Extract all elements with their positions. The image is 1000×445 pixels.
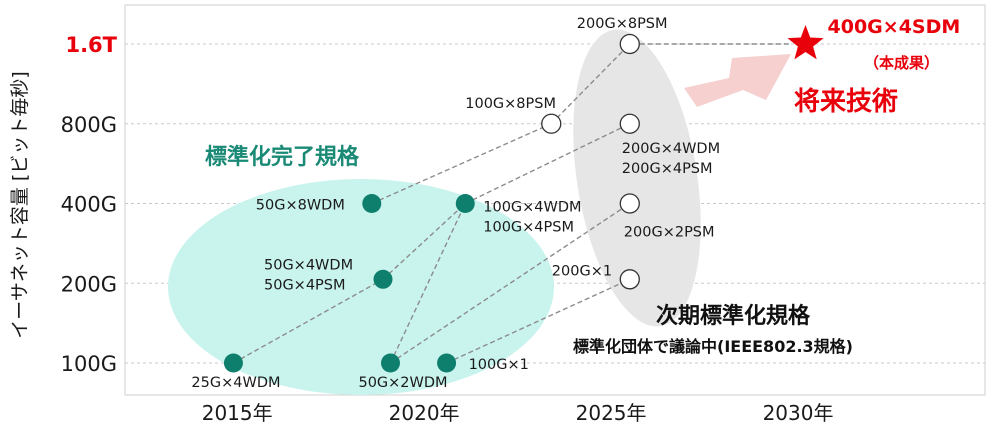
point-label: 50G×2WDM xyxy=(358,375,447,391)
point-label: 200G×1 xyxy=(552,263,612,279)
next-group-label: 次期標準化規格 xyxy=(656,303,811,329)
point-label: 200G×8PSM xyxy=(577,16,668,32)
future-arrow xyxy=(684,54,791,107)
link-line xyxy=(446,278,631,364)
link-layer xyxy=(233,43,792,364)
link-line xyxy=(550,43,631,125)
x-tick-label: 2030年 xyxy=(763,401,834,425)
link-line xyxy=(382,202,466,280)
y-tick-label: 800G xyxy=(61,113,117,137)
standard-region xyxy=(168,179,554,395)
point-result-star xyxy=(787,25,824,60)
point-standard xyxy=(437,353,457,373)
point-label: 100G×8PSM xyxy=(465,96,556,112)
point-next xyxy=(619,193,640,214)
point-standard xyxy=(455,194,475,213)
region-layer xyxy=(168,29,791,395)
x-tick-label: 2015年 xyxy=(202,401,273,425)
point-label: 200G×2PSM xyxy=(624,225,715,241)
point-next xyxy=(619,33,640,55)
point-next xyxy=(619,113,640,134)
y-tick-label: 200G xyxy=(61,272,117,296)
next-group-sublabel: 標準化団体で議論中(IEEE802.3規格) xyxy=(573,337,853,356)
y-tick-label: 100G xyxy=(61,352,117,376)
standard-group-label: 標準化完了規格 xyxy=(205,144,360,170)
point-label: 50G×4WDM 50G×4PSM xyxy=(264,257,353,293)
axis-layer: 100G 200G 400G 800G 1.6T 2015年 2020年 2025年 2030年… xyxy=(9,33,833,425)
label-layer: 25G×4WDM 50G×2WDM 100G×1 50G×4WDM 50G×4PSM 50… xyxy=(191,16,960,391)
point-label: 100G×1 xyxy=(469,357,529,373)
point-label: 400G×4SDM xyxy=(828,16,961,38)
grid-layer xyxy=(124,4,986,396)
point-standard xyxy=(223,353,243,373)
point-next xyxy=(541,113,562,134)
point-standard xyxy=(380,353,400,373)
link-line xyxy=(389,203,466,364)
point-standard xyxy=(362,194,382,213)
x-tick-label: 2025年 xyxy=(576,401,647,425)
next-region xyxy=(573,29,701,327)
link-line xyxy=(371,123,552,205)
result-sublabel: （本成果） xyxy=(864,54,939,72)
point-layer xyxy=(223,25,824,373)
plot-frame xyxy=(124,4,986,396)
y-axis-title: イーサネット容量 [ビット毎秒] xyxy=(9,71,31,339)
x-tick-label: 2020年 xyxy=(389,401,460,425)
link-line xyxy=(464,123,631,205)
future-tech-label: 将来技術 xyxy=(794,87,898,117)
point-standard xyxy=(373,269,393,289)
link-line xyxy=(233,278,384,364)
point-next xyxy=(619,269,640,290)
y-tick-label: 1.6T xyxy=(65,33,117,57)
point-label: 200G×4WDM 200G×4PSM xyxy=(622,141,720,177)
point-label: 50G×8WDM xyxy=(256,198,345,214)
point-label: 25G×4WDM xyxy=(191,375,280,391)
point-label: 100G×4WDM 100G×4PSM xyxy=(483,200,581,236)
y-tick-label: 400G xyxy=(61,193,117,217)
